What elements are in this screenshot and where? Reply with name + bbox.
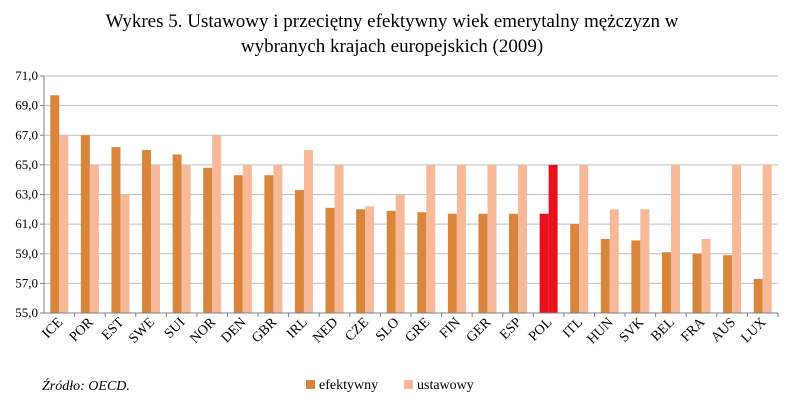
bar-efektywny-aus xyxy=(723,255,733,313)
bar-ustawowy-hun xyxy=(609,209,619,313)
bar-efektywny-itl xyxy=(570,224,580,313)
x-tick-label: POR xyxy=(67,315,97,345)
x-tick-label: EST xyxy=(99,315,128,344)
bar-efektywny-sui xyxy=(172,154,182,313)
bar-ustawowy-nor xyxy=(212,135,222,313)
legend: efektywny ustawowy xyxy=(306,378,474,393)
bar-ustawowy-itl xyxy=(579,164,589,313)
bar-ustawowy-ger xyxy=(487,164,497,313)
bar-ustawowy-den xyxy=(242,164,252,313)
bar-efektywny-cze xyxy=(356,209,366,313)
y-tick-label: 57,0 xyxy=(15,275,38,290)
bar-ustawowy-gre xyxy=(426,164,436,313)
bars xyxy=(50,95,772,313)
source-note: Źródło: OECD. xyxy=(42,377,130,394)
x-tick-label: FIN xyxy=(437,315,464,342)
bar-ustawowy-esp xyxy=(518,164,528,313)
bar-efektywny-ice xyxy=(50,95,60,313)
y-tick-label: 69,0 xyxy=(15,98,38,113)
x-tick-label: AUS xyxy=(709,315,739,345)
x-tick-label: GBR xyxy=(249,315,280,346)
bar-efektywny-fin xyxy=(447,213,457,313)
bar-efektywny-den xyxy=(233,175,243,313)
x-tick-label: POL xyxy=(526,315,555,344)
bar-ustawowy-pol xyxy=(548,164,558,313)
bar-ustawowy-por xyxy=(89,164,99,313)
y-tick-label: 71,0 xyxy=(15,68,38,83)
x-tick-label: SWE xyxy=(126,315,158,347)
bar-ustawowy-irl xyxy=(303,150,313,313)
x-tick-label: SUI xyxy=(162,315,189,342)
y-axis: 71,0 69,0 67,0 65,0 63,0 61,0 59,0 57,0 55,0 xyxy=(15,68,45,320)
x-tick-label: SLO xyxy=(373,315,402,344)
bar-efektywny-est xyxy=(111,147,121,313)
bar-efektywny-hun xyxy=(600,238,610,313)
bar-ustawowy-ned xyxy=(334,164,344,313)
bar-efektywny-nor xyxy=(203,167,213,313)
x-tick-label: GER xyxy=(464,315,495,346)
bar-ustawowy-cze xyxy=(365,206,375,313)
x-tick-label: DEN xyxy=(219,315,250,346)
bar-ustawowy-sui xyxy=(181,164,191,313)
bar-efektywny-fra xyxy=(692,253,702,313)
x-tick-label: FRA xyxy=(679,315,709,345)
chart-title-line-2: wybranych krajach europejskich (2009) xyxy=(241,36,543,57)
x-tick-label: LUX xyxy=(739,315,770,346)
bar-efektywny-por xyxy=(80,135,90,313)
bar-efektywny-gbr xyxy=(264,175,274,313)
chart-title-line-1: Wykres 5. Ustawowy i przeciętny efektywn… xyxy=(106,11,679,32)
x-tick-label: CZE xyxy=(343,315,372,344)
x-tick-label: ICE xyxy=(40,315,67,342)
x-axis: ICE POR EST SWE SUI NOR DEN GBR IRL NED CZE SLO GRE F… xyxy=(40,312,779,347)
bar-efektywny-ned xyxy=(325,207,335,313)
bar-ustawowy-est xyxy=(120,194,130,313)
x-tick-label: ESP xyxy=(497,315,525,343)
bar-efektywny-pol xyxy=(539,213,549,313)
legend-swatch-efektywny xyxy=(306,380,315,389)
bar-efektywny-svk xyxy=(631,240,641,313)
bar-efektywny-swe xyxy=(142,150,152,313)
bar-ustawowy-gbr xyxy=(273,164,283,313)
bar-ustawowy-ice xyxy=(59,135,69,313)
y-tick-label: 59,0 xyxy=(15,246,38,261)
y-tick-label: 67,0 xyxy=(15,127,38,142)
bar-ustawowy-lux xyxy=(762,164,772,313)
bar-efektywny-slo xyxy=(386,210,396,313)
x-tick-label: NOR xyxy=(188,315,220,347)
legend-swatch-ustawowy xyxy=(404,380,413,389)
y-tick-label: 63,0 xyxy=(15,187,38,202)
bar-efektywny-ger xyxy=(478,213,488,313)
bar-efektywny-esp xyxy=(509,213,519,313)
bar-ustawowy-bel xyxy=(670,164,680,313)
bar-ustawowy-fra xyxy=(701,238,711,313)
bar-ustawowy-slo xyxy=(395,194,405,313)
y-tick-label: 61,0 xyxy=(15,216,38,231)
x-tick-label: IRL xyxy=(284,315,311,342)
x-tick-label: HUN xyxy=(585,315,617,347)
bar-ustawowy-svk xyxy=(640,209,650,313)
bar-ustawowy-aus xyxy=(732,164,742,313)
y-tick-label: 65,0 xyxy=(15,157,38,172)
bar-efektywny-gre xyxy=(417,212,427,313)
x-tick-label: SVK xyxy=(617,315,647,345)
x-tick-label: BEL xyxy=(648,315,677,344)
bar-ustawowy-fin xyxy=(456,164,466,313)
bar-efektywny-lux xyxy=(753,278,763,313)
legend-label-efektywny: efektywny xyxy=(319,378,378,393)
legend-label-ustawowy: ustawowy xyxy=(417,378,474,393)
x-tick-label: GRE xyxy=(403,315,433,345)
x-tick-label: NED xyxy=(310,315,341,346)
x-tick-label: ITL xyxy=(560,315,586,341)
bar-ustawowy-swe xyxy=(151,164,161,313)
bar-efektywny-irl xyxy=(294,190,304,313)
y-tick-label: 55,0 xyxy=(15,305,38,320)
bar-efektywny-bel xyxy=(661,252,671,313)
